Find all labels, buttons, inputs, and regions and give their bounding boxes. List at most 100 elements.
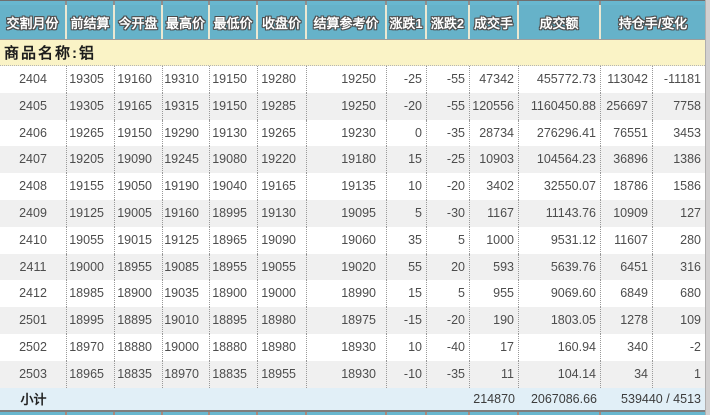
cell-turnover: 276296.41 bbox=[519, 119, 601, 147]
cell-oi-change: 1586 bbox=[673, 179, 701, 194]
cell-open-interest: 18786 bbox=[601, 173, 653, 200]
column-edge bbox=[210, 411, 258, 415]
cell-change2: -55 bbox=[427, 92, 470, 120]
cell-close: 19090 bbox=[258, 226, 307, 254]
table-row-2406: 2406 19265 19150 19290 19130 19265 19230 0 -35 28… bbox=[0, 119, 705, 147]
cell-settlement-ref: 19135 bbox=[307, 173, 387, 200]
cell-open: 18835 bbox=[115, 360, 163, 388]
cell-open: 18955 bbox=[115, 253, 163, 281]
column-edge bbox=[519, 1, 601, 5]
cell-settlement-ref: 19250 bbox=[307, 92, 387, 120]
cell-open: 18895 bbox=[115, 307, 163, 334]
cell-change1: 15 bbox=[387, 146, 427, 174]
cell-change2: -35 bbox=[427, 360, 470, 388]
column-edge bbox=[470, 411, 519, 415]
column-edge bbox=[519, 411, 601, 415]
cell-turnover: 11143.76 bbox=[519, 199, 601, 227]
cell-close: 19165 bbox=[258, 173, 307, 200]
column-header-settlement-ref: 结算参考价 bbox=[307, 5, 387, 39]
cell-volume: 28734 bbox=[470, 119, 519, 147]
cell-open-interest: 6451 bbox=[601, 253, 653, 281]
cell-low: 18895 bbox=[210, 307, 258, 334]
cell-oi-change: 127 bbox=[680, 205, 701, 220]
cell-close: 19000 bbox=[258, 280, 307, 308]
cell-turnover: 1803.05 bbox=[519, 307, 601, 334]
cell-close: 19280 bbox=[258, 66, 307, 93]
cell-delivery-month: 2501 bbox=[0, 307, 67, 334]
cell-delivery-month: 2409 bbox=[0, 199, 67, 227]
cell-open-interest: 1278 bbox=[601, 307, 653, 334]
column-edge bbox=[387, 1, 427, 5]
column-edge bbox=[427, 1, 470, 5]
cell-turnover: 32550.07 bbox=[519, 173, 601, 200]
column-header-open: 今开盘 bbox=[115, 5, 163, 39]
cell-close: 18980 bbox=[258, 333, 307, 361]
table-row-2407: 2407 19205 19090 19245 19080 19220 19180 15 -25 1… bbox=[0, 146, 705, 174]
cell-low: 19080 bbox=[210, 146, 258, 174]
cell-open-interest: 6849 bbox=[601, 280, 653, 308]
cell-change2: -40 bbox=[427, 333, 470, 361]
cell-settlement-ref: 18990 bbox=[307, 280, 387, 308]
table-row-2502: 2502 18970 18880 19000 18880 18980 18930 10 -40 1… bbox=[0, 333, 705, 361]
cell-prev-settlement: 19265 bbox=[67, 119, 115, 147]
cell-settlement-ref: 19230 bbox=[307, 119, 387, 147]
cell-turnover: 160.94 bbox=[519, 333, 601, 361]
table-row-2503: 2503 18965 18835 18970 18835 18955 18930 -10 -35… bbox=[0, 360, 705, 388]
cell-oi-change: -11181 bbox=[663, 72, 701, 86]
cell-open: 19050 bbox=[115, 173, 163, 200]
cell-low: 19040 bbox=[210, 173, 258, 200]
cell-open: 19005 bbox=[115, 199, 163, 227]
column-edge bbox=[387, 411, 427, 415]
cell-settlement-ref: 19250 bbox=[307, 66, 387, 93]
cell-delivery-month: 2503 bbox=[0, 360, 67, 388]
subtotal-label: 小计 bbox=[20, 392, 47, 408]
column-edge bbox=[307, 411, 387, 415]
cell-prev-settlement: 18985 bbox=[67, 280, 115, 308]
table-row-2405: 2405 19305 19165 19315 19150 19285 19250 -20 -55… bbox=[0, 92, 705, 120]
cell-change1: 35 bbox=[387, 226, 427, 254]
cell-turnover: 5639.76 bbox=[519, 253, 601, 281]
column-header-high: 最高价 bbox=[163, 5, 210, 39]
cell-close: 19055 bbox=[258, 253, 307, 281]
cell-oi-change: 109 bbox=[680, 313, 701, 328]
cell-close: 19265 bbox=[258, 119, 307, 147]
cell-high: 19290 bbox=[163, 119, 210, 147]
cell-high: 19190 bbox=[163, 173, 210, 200]
cell-change1: -15 bbox=[387, 307, 427, 334]
cell-volume: 17 bbox=[470, 333, 519, 361]
cell-change2: -25 bbox=[427, 146, 470, 174]
cell-change2: -20 bbox=[427, 173, 470, 200]
cell-close: 18955 bbox=[258, 360, 307, 388]
cell-open-interest: 10909 bbox=[601, 199, 653, 227]
cell-low: 18835 bbox=[210, 360, 258, 388]
cell-prev-settlement: 19205 bbox=[67, 146, 115, 174]
cell-prev-settlement: 19155 bbox=[67, 173, 115, 200]
cell-oi-change: 1386 bbox=[673, 152, 701, 167]
cell-delivery-month: 2410 bbox=[0, 226, 67, 254]
cell-delivery-month: 2407 bbox=[0, 146, 67, 174]
subtotal-open-interest: 539440 / 4513 bbox=[621, 391, 701, 406]
cell-turnover: 455772.73 bbox=[519, 66, 601, 93]
cell-volume: 955 bbox=[470, 280, 519, 308]
subtotal-volume: 214870 bbox=[473, 391, 515, 406]
column-edge bbox=[115, 1, 163, 5]
cell-settlement-ref: 18930 bbox=[307, 360, 387, 388]
cell-prev-settlement: 19000 bbox=[67, 253, 115, 281]
cell-open: 19090 bbox=[115, 146, 163, 174]
column-header-prev-settlement: 前结算 bbox=[67, 5, 115, 39]
cell-open: 19015 bbox=[115, 226, 163, 254]
table-row-2501: 2501 18995 18895 19010 18895 18980 18975 -15 -20… bbox=[0, 307, 705, 334]
column-header-volume: 成交手 bbox=[470, 5, 519, 39]
cell-change1: 5 bbox=[387, 199, 427, 227]
table-row-2410: 2410 19055 19015 19125 18965 19090 19060 35 5 100… bbox=[0, 226, 705, 254]
cell-prev-settlement: 18995 bbox=[67, 307, 115, 334]
next-section-header-edge bbox=[0, 409, 705, 415]
subtotal-row: 小计 214870 2067086.66 539440 / 4513 bbox=[0, 387, 705, 410]
cell-open-interest: 34 bbox=[601, 360, 653, 388]
cell-close: 19130 bbox=[258, 199, 307, 227]
scrollbar-track[interactable] bbox=[705, 0, 710, 415]
cell-open-interest: 256697 bbox=[601, 92, 653, 120]
cell-prev-settlement: 19305 bbox=[67, 92, 115, 120]
cell-change2: 20 bbox=[427, 253, 470, 281]
